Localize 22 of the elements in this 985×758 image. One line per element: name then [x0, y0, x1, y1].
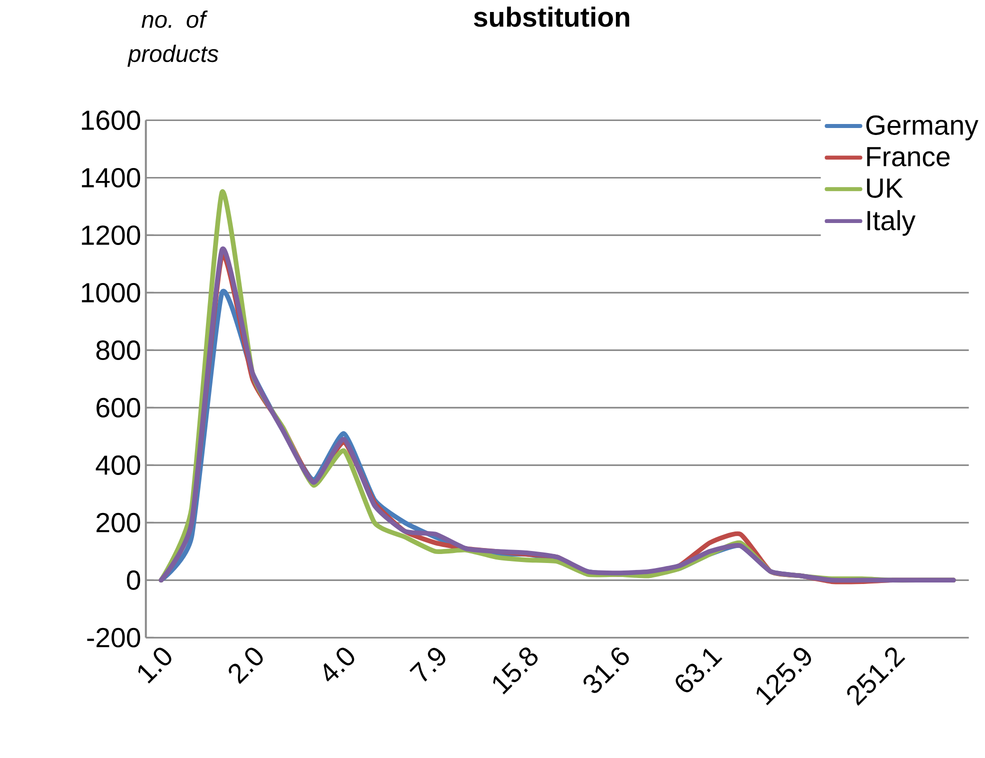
x-tick-label: 1.0: [138, 648, 172, 684]
legend-label: France: [867, 147, 950, 166]
x-tick-label: 31.6: [584, 647, 629, 694]
chart-title: substitution: [474, 6, 630, 27]
y-tick-label: 800: [96, 340, 140, 360]
y-tick-label: 200: [96, 512, 140, 532]
legend-label: UK: [867, 178, 903, 198]
x-tick-label: 63.1: [676, 648, 722, 692]
x-tick-label: 7.9: [410, 648, 446, 682]
y-tick-label: 1200: [82, 225, 140, 246]
y-tick-label: 400: [96, 455, 140, 475]
y-tick-label: 0: [126, 570, 140, 590]
y-tick-label: 1000: [82, 282, 140, 303]
y-tick-label: 1600: [82, 110, 140, 130]
y-tick-label: 600: [96, 398, 140, 418]
legend-label: Germany: [866, 115, 978, 140]
y-tick-label: -200: [87, 628, 140, 648]
y-axis-title: no. of products: [128, 10, 218, 67]
y-tick-label: 1400: [82, 168, 140, 188]
x-tick-label: 2.0: [228, 648, 263, 684]
x-tick-label: 4.0: [324, 648, 354, 682]
legend-label: Italy: [868, 210, 916, 236]
